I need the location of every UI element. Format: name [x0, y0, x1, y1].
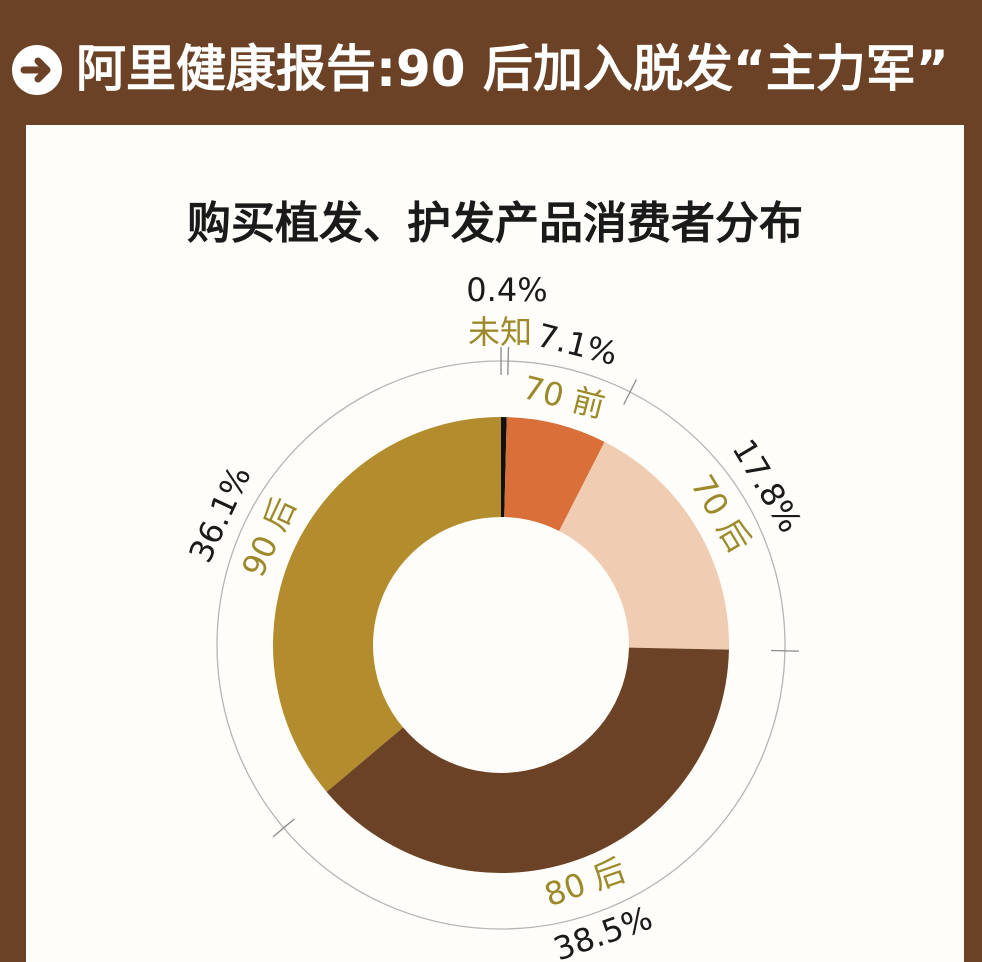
boundary-tick-2 [770, 649, 799, 652]
name-label-0: 未知 [468, 313, 532, 351]
donut-slice-1 [504, 417, 605, 531]
chart-card: 购买植发、护发产品消费者分布 0.4% 未知 70 前 7.1% 70 后 17.8% 80… [26, 125, 964, 962]
boundary-tick-3 [272, 818, 295, 838]
donut-slice-2 [559, 441, 729, 650]
donut-slice-4 [272, 417, 501, 792]
header-bar: 阿里健康报告:90 后加入脱发“主力军” [0, 0, 982, 125]
boundary-tick-1 [623, 379, 637, 405]
chart-title: 购买植发、护发产品消费者分布 [187, 198, 803, 249]
donut-slice-0 [501, 417, 507, 518]
boundary-tick-0 [507, 347, 510, 376]
donut-slice-3 [326, 647, 729, 873]
page-title: 阿里健康报告:90 后加入脱发“主力军” [76, 40, 949, 98]
arrow-right-icon [12, 45, 62, 95]
value-label-0: 0.4% [466, 271, 547, 309]
